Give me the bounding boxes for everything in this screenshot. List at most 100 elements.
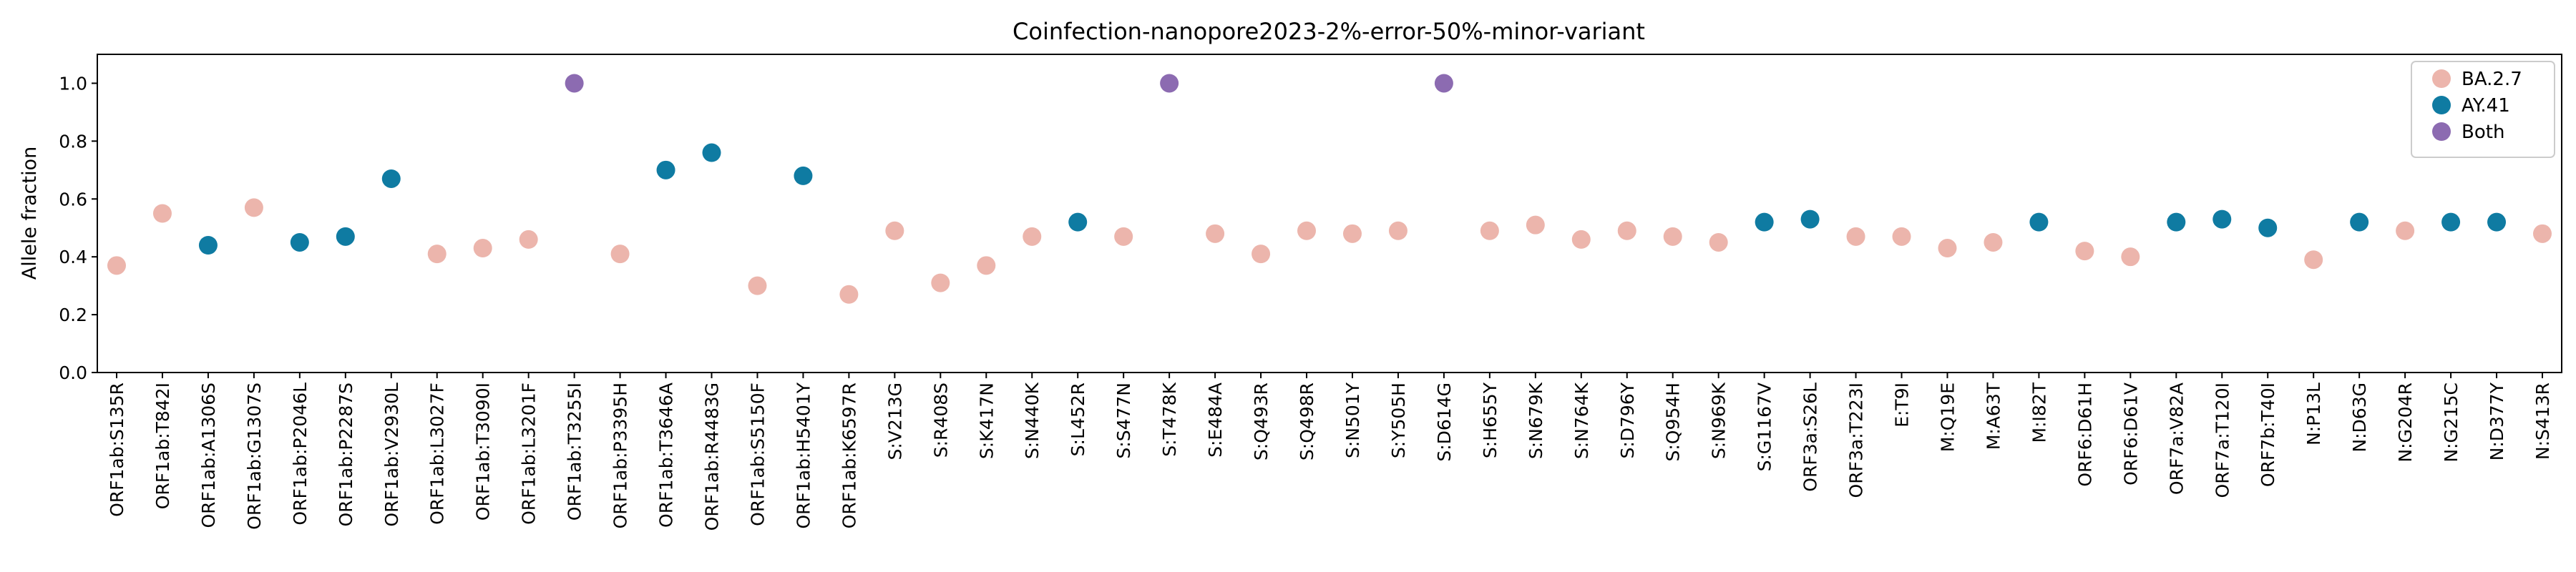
x-tick-label: ORF6:D61H bbox=[2074, 383, 2095, 487]
data-point bbox=[1388, 221, 1407, 240]
x-tick-label: ORF1ab:T3646A bbox=[656, 383, 677, 528]
data-point bbox=[2167, 212, 2186, 232]
x-tick-label: S:L452R bbox=[1068, 383, 1088, 456]
data-points bbox=[107, 74, 2552, 304]
x-tick-label: S:Q493R bbox=[1251, 383, 1272, 460]
x-tick-label: ORF1ab:K6597R bbox=[839, 383, 859, 528]
legend-marker bbox=[2432, 69, 2451, 88]
x-tick-label: N:G215C bbox=[2441, 383, 2462, 463]
x-tick-label: S:D796Y bbox=[1617, 382, 1638, 458]
data-point bbox=[336, 227, 355, 246]
data-point bbox=[839, 285, 859, 304]
data-point bbox=[2396, 221, 2415, 240]
legend-marker bbox=[2432, 96, 2451, 114]
x-tick-label: S:H655Y bbox=[1480, 382, 1501, 458]
x-tick-label: ORF1ab:P2046L bbox=[290, 383, 311, 526]
x-tick-label: S:D614G bbox=[1434, 383, 1455, 462]
data-point bbox=[2441, 212, 2461, 232]
x-tick-label: E:T9I bbox=[1892, 383, 1913, 428]
data-point bbox=[107, 256, 126, 275]
data-point bbox=[1846, 227, 1865, 246]
data-point bbox=[2121, 247, 2140, 267]
data-point bbox=[1938, 239, 1957, 258]
data-point bbox=[1114, 227, 1133, 246]
data-point bbox=[1160, 74, 1179, 93]
x-tick-label: S:S477N bbox=[1113, 383, 1134, 459]
x-tick-label: N:D377Y bbox=[2487, 382, 2507, 460]
data-point bbox=[244, 198, 263, 217]
x-tick-label: S:G1167V bbox=[1755, 383, 1775, 471]
data-point bbox=[1342, 224, 1362, 243]
y-tick-label: 0.6 bbox=[59, 189, 87, 209]
x-tick-label: M:I82T bbox=[2029, 382, 2049, 443]
y-tick-label: 0.2 bbox=[59, 305, 87, 325]
y-tick-label: 0.8 bbox=[59, 131, 87, 152]
data-point bbox=[1297, 221, 1317, 240]
data-point bbox=[198, 236, 218, 255]
x-tick-label: ORF7b:T40I bbox=[2258, 383, 2278, 487]
legend-label: AY.41 bbox=[2462, 95, 2510, 117]
x-tick-label: ORF1ab:G1307S bbox=[244, 383, 265, 530]
data-point bbox=[2304, 250, 2323, 270]
legend: BA.2.7 AY.41 Both bbox=[2411, 61, 2555, 158]
x-tick-label: N:G204R bbox=[2395, 383, 2416, 463]
legend-label: Both bbox=[2462, 122, 2504, 143]
x-tick-label: ORF3a:S26L bbox=[1800, 383, 1821, 492]
data-point bbox=[1206, 224, 1225, 243]
data-point bbox=[152, 204, 172, 223]
x-tick-label: S:N764K bbox=[1571, 382, 1592, 459]
data-point bbox=[2487, 212, 2507, 232]
x-axis: ORF1ab:S135R ORF1ab:T842I ORF1ab:A1306S ORF… bbox=[107, 373, 2553, 531]
data-point bbox=[748, 276, 767, 295]
x-tick-label: ORF1ab:T3255I bbox=[565, 383, 585, 521]
data-point bbox=[885, 221, 904, 240]
x-tick-label: ORF1ab:S135R bbox=[107, 383, 127, 517]
legend-label: BA.2.7 bbox=[2462, 69, 2522, 90]
x-tick-label: S:Q954H bbox=[1663, 383, 1684, 462]
x-tick-label: S:Y505H bbox=[1388, 383, 1409, 458]
x-tick-label: ORF1ab:S5150F bbox=[747, 383, 768, 526]
y-tick-label: 1.0 bbox=[59, 73, 87, 94]
data-point bbox=[1571, 230, 1591, 249]
chart-title: Coinfection-nanopore2023-2%-error-50%-mi… bbox=[1013, 18, 1645, 45]
x-tick-label: S:N501Y bbox=[1342, 382, 1363, 458]
y-tick-label: 0.4 bbox=[59, 247, 87, 267]
y-axis: 0.0 0.2 0.4 0.6 0.8 1.0 bbox=[59, 73, 97, 383]
x-tick-label: M:A63T bbox=[1983, 382, 2004, 450]
x-tick-label: ORF1ab:L3027F bbox=[427, 383, 448, 525]
data-point bbox=[1526, 215, 1545, 235]
data-point bbox=[1068, 212, 1088, 232]
x-tick-label: ORF6:D61V bbox=[2120, 383, 2141, 485]
x-tick-label: ORF1ab:T842I bbox=[152, 383, 173, 509]
x-tick-label: S:V213G bbox=[884, 383, 905, 460]
y-tick-label: 0.0 bbox=[59, 363, 87, 383]
data-point bbox=[1663, 227, 1682, 246]
x-tick-label: S:N440K bbox=[1022, 382, 1043, 459]
data-point bbox=[290, 232, 309, 252]
x-tick-label: S:Q498R bbox=[1297, 383, 1317, 460]
data-point bbox=[427, 245, 447, 264]
data-point bbox=[702, 143, 721, 162]
data-point bbox=[1023, 227, 1042, 246]
data-point bbox=[610, 245, 630, 264]
x-tick-label: ORF7a:T120I bbox=[2212, 383, 2233, 498]
x-tick-label: ORF7a:V82A bbox=[2166, 383, 2187, 495]
x-tick-label: S:N969K bbox=[1709, 382, 1729, 459]
data-point bbox=[1984, 232, 2003, 252]
x-tick-label: ORF1ab:A1306S bbox=[198, 383, 219, 528]
y-axis-label: Allele fraction bbox=[19, 147, 41, 280]
x-tick-label: ORF1ab:H5401Y bbox=[793, 382, 814, 528]
data-point bbox=[2075, 242, 2094, 261]
data-point bbox=[931, 273, 950, 292]
x-tick-label: S:N679K bbox=[1526, 382, 1546, 459]
x-tick-label: S:K417N bbox=[976, 383, 997, 459]
x-tick-label: N:D63G bbox=[2349, 383, 2370, 453]
data-point bbox=[565, 74, 584, 93]
data-point bbox=[519, 230, 538, 249]
data-point bbox=[977, 256, 996, 275]
data-point bbox=[2029, 212, 2049, 232]
data-point bbox=[1709, 232, 1728, 252]
x-tick-label: S:T478K bbox=[1159, 382, 1180, 456]
data-point bbox=[473, 239, 492, 258]
x-tick-label: S:E484A bbox=[1205, 383, 1226, 458]
